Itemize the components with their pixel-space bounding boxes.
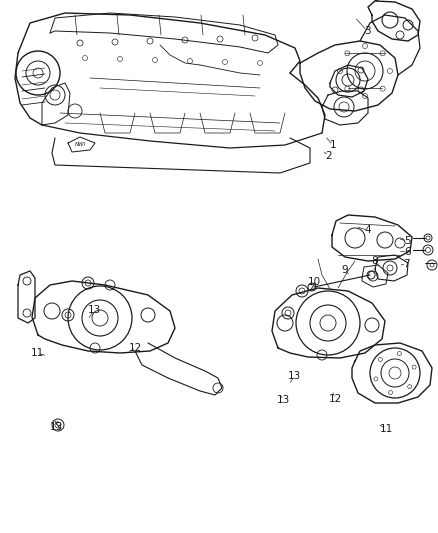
Text: 3: 3 <box>364 26 371 36</box>
Text: 2: 2 <box>325 151 332 160</box>
Text: 4: 4 <box>364 225 371 235</box>
Text: 11: 11 <box>31 348 44 358</box>
Text: 13: 13 <box>49 423 63 432</box>
Text: 12: 12 <box>129 343 142 352</box>
Text: 13: 13 <box>288 371 301 381</box>
Text: 8: 8 <box>371 256 378 266</box>
Text: 10: 10 <box>308 278 321 287</box>
Text: 7: 7 <box>403 259 410 269</box>
Text: 5: 5 <box>404 236 411 246</box>
Text: 13: 13 <box>88 305 101 315</box>
Text: 1: 1 <box>329 140 336 150</box>
Text: 9: 9 <box>342 265 349 275</box>
Text: 12: 12 <box>328 394 342 403</box>
Text: 6: 6 <box>404 247 411 256</box>
Text: 13: 13 <box>277 395 290 405</box>
Text: 11: 11 <box>380 424 393 434</box>
Text: NWI: NWI <box>74 141 85 147</box>
